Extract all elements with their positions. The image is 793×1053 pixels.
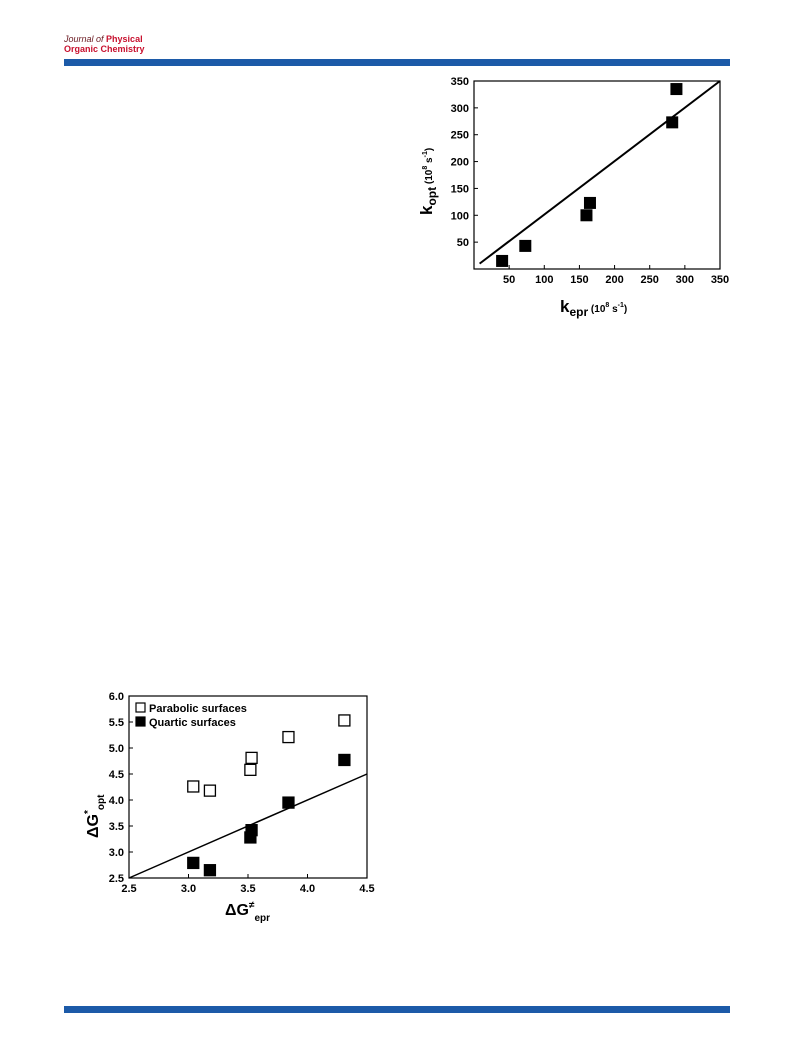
parabolic-data-point (203, 784, 217, 797)
y-axis-label: kopt (108 s-1) (417, 148, 439, 215)
parabolic-data-point (245, 751, 258, 765)
header-bar (64, 59, 730, 66)
y-tick-label: 3.0 (109, 847, 124, 859)
quartic-data-point (338, 753, 351, 767)
y-tick-label: 100 (451, 210, 469, 222)
quartic-data-point (187, 856, 200, 870)
y-tick-label: 4.5 (109, 769, 124, 781)
data-point (670, 83, 683, 96)
parabolic-data-point (187, 780, 200, 793)
y-tick-label: 350 (451, 76, 469, 88)
footer-bar (64, 1006, 730, 1013)
y-tick-label: 6.0 (109, 691, 124, 703)
activation-energy-figure: 2.5 3.0 3.5 4.0 4.5 2.5 3.0 3.5 4.0 4.5 5.0 5.5 6.0 P… (80, 690, 380, 935)
x-axis-label: ΔG≠epr (225, 900, 270, 924)
x-tick-label: 100 (535, 274, 553, 286)
journal-logo-prefix: Journal of (64, 34, 104, 44)
x-tick-label: 4.5 (359, 883, 374, 895)
data-point (666, 116, 679, 129)
rate-constant-plot: 50 100 150 200 250 300 350 50 100 150 200 250 300 350… (417, 76, 729, 319)
activation-energy-plot: 2.5 3.0 3.5 4.0 4.5 2.5 3.0 3.5 4.0 4.5 5.0 5.5 6.0 P… (83, 691, 375, 924)
quartic-data-point (203, 864, 217, 877)
parabolic-data-point (338, 714, 351, 727)
rate-constant-figure: 50 100 150 200 250 300 350 50 100 150 200 250 300 350… (410, 75, 730, 325)
y-tick-label: 4.0 (109, 795, 124, 807)
x-tick-label: 350 (711, 274, 729, 286)
y-tick-label: 50 (457, 237, 469, 249)
x-axis-label: kepr (108 s-1) (560, 297, 627, 319)
journal-logo: Journal of Physical Organic Chemistry (64, 34, 145, 54)
data-point (519, 239, 532, 252)
legend-marker (135, 716, 146, 727)
legend-label: Parabolic surfaces (149, 703, 247, 715)
y-tick-label: 250 (451, 130, 469, 142)
legend-label: Quartic surfaces (149, 717, 236, 729)
parabolic-data-point (244, 763, 257, 776)
x-tick-label: 2.5 (121, 883, 136, 895)
y-tick-label: 300 (451, 103, 469, 115)
parabolic-data-point (282, 730, 295, 744)
journal-logo-physical: Physical (106, 34, 143, 44)
x-tick-label: 150 (570, 274, 588, 286)
x-tick-label: 3.0 (181, 883, 196, 895)
y-tick-label: 5.5 (109, 717, 124, 729)
quartic-data-point (282, 796, 295, 809)
plot-frame (473, 80, 721, 270)
journal-logo-line1: Journal of Physical (64, 34, 145, 44)
x-tick-label: 200 (605, 274, 623, 286)
quartic-data-point (245, 824, 258, 837)
data-point (496, 254, 509, 267)
y-tick-label: 200 (451, 157, 469, 169)
x-tick-label: 4.0 (300, 883, 315, 895)
y-tick-label: 150 (451, 183, 469, 195)
x-tick-label: 250 (641, 274, 659, 286)
journal-logo-line2: Organic Chemistry (64, 44, 145, 54)
fit-line (479, 80, 721, 265)
y-tick-label: 3.5 (109, 821, 124, 833)
y-tick-label: 5.0 (109, 743, 124, 755)
y-axis-label: ΔG*opt (83, 794, 107, 838)
legend-marker (135, 702, 146, 713)
data-point (583, 196, 596, 209)
x-tick-label: 300 (676, 274, 694, 286)
data-point (580, 209, 593, 222)
y-tick-label: 2.5 (109, 873, 124, 885)
x-tick-label: 50 (503, 274, 515, 286)
x-tick-label: 3.5 (240, 883, 255, 895)
